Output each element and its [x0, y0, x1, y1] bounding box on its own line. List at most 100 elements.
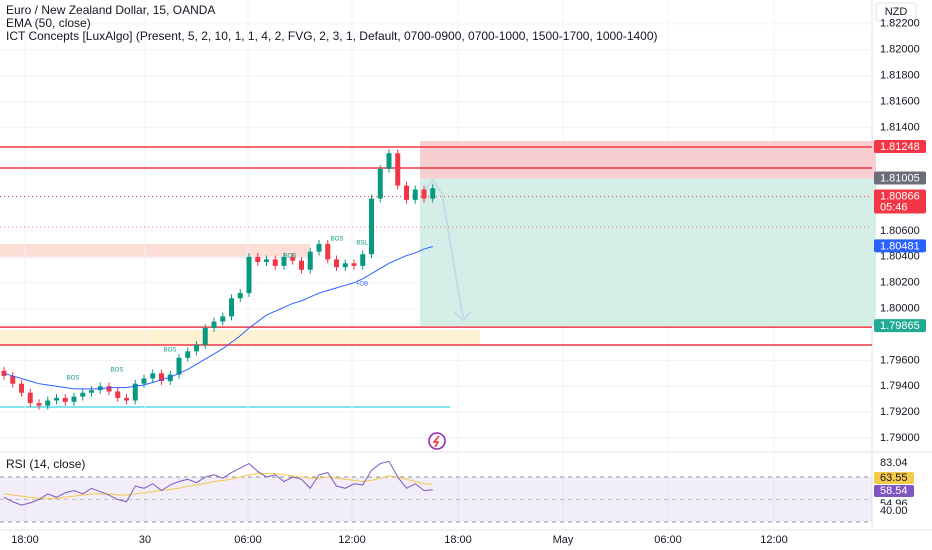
rsi-tag	[874, 472, 914, 484]
candle-body	[45, 400, 51, 406]
y-tick-label: 1.81400	[880, 121, 920, 133]
candle-body	[211, 321, 217, 329]
price-tag	[874, 239, 926, 253]
currency-label[interactable]: NZD	[885, 6, 908, 18]
candle-body	[124, 397, 129, 401]
price-tag-label: 1.79865	[880, 320, 920, 332]
y-tick-label: 1.80200	[880, 277, 920, 289]
candle-body	[316, 243, 322, 252]
y-tick-label: 1.79200	[880, 406, 920, 418]
annotation: BOS	[111, 368, 124, 374]
rsi-ma-line	[3, 473, 433, 499]
x-tick-label: 30	[139, 534, 151, 546]
candle-body	[342, 263, 348, 268]
candle-body	[351, 263, 357, 266]
lightning-bolt	[432, 435, 440, 448]
y-tick-label: 1.81600	[880, 95, 920, 107]
candle-body	[360, 254, 366, 266]
candle-body	[194, 344, 199, 352]
rsi-tag-label: 63.55	[880, 472, 908, 484]
candle-body	[404, 185, 409, 200]
rsi-line	[3, 460, 433, 506]
candle-body	[54, 397, 59, 401]
candle-body	[334, 259, 339, 268]
x-tick-label: 18:00	[444, 534, 472, 546]
fvg-zone	[0, 244, 310, 258]
candle-body	[185, 351, 191, 358]
candle-body	[27, 392, 33, 404]
annotation: +OB	[356, 282, 368, 288]
candle-body	[237, 293, 243, 299]
candle-body	[176, 357, 182, 375]
annotation: BOS	[331, 237, 344, 243]
candle-body	[307, 251, 313, 270]
y-tick-label: 1.80000	[880, 303, 920, 315]
y-tick-label: 1.82000	[880, 44, 920, 56]
price-tag	[874, 189, 926, 214]
x-tick-label: 18:00	[11, 534, 39, 546]
liquidity-zone	[0, 330, 480, 345]
candle-body	[377, 168, 383, 199]
price-tag	[874, 171, 926, 185]
y-tick-label: 1.79600	[880, 354, 920, 366]
candle-body	[132, 383, 138, 401]
candle-body	[369, 198, 374, 255]
candle-body	[255, 256, 261, 263]
candle-body	[430, 188, 436, 199]
x-tick-label: 06:00	[654, 534, 682, 546]
rsi-tag	[874, 485, 914, 497]
rsi-band	[0, 477, 872, 523]
candle-body	[281, 256, 287, 266]
price-tag-label: 1.80481	[880, 240, 920, 252]
price-tag	[874, 140, 926, 154]
symbol-title: Euro / New Zealand Dollar, 15, OANDA	[6, 3, 215, 17]
annotation: BOS	[67, 376, 80, 382]
y-tick-label: 1.82200	[880, 18, 920, 30]
candle-body	[412, 189, 418, 200]
candle-body	[290, 256, 296, 261]
rsi-tag-label: 40.00	[880, 505, 908, 517]
candle-body	[159, 373, 164, 382]
candle-body	[299, 260, 304, 270]
candle-body	[97, 386, 103, 391]
candle-body	[150, 373, 156, 379]
candle-body	[106, 386, 112, 392]
candle-body	[229, 298, 234, 317]
candle-body	[395, 153, 401, 186]
candle-body	[89, 390, 94, 393]
candle-body	[202, 328, 208, 345]
candle-body	[272, 259, 278, 266]
candle-body	[115, 391, 121, 398]
candle-body	[386, 153, 392, 169]
candle-body	[80, 392, 86, 397]
y-tick-label: 1.80400	[880, 251, 920, 263]
price-tag	[874, 319, 926, 333]
candle-body	[36, 403, 42, 406]
price-tag-label: 1.80866	[880, 190, 920, 202]
rsi-tag-label: 83.04	[880, 457, 908, 469]
x-tick-label: 06:00	[234, 534, 262, 546]
y-tick-label: 1.79400	[880, 380, 920, 392]
candle-body	[325, 243, 331, 260]
candle-body	[19, 383, 24, 393]
candle-body	[421, 189, 427, 199]
annotation: BSL	[356, 241, 368, 247]
currency-button[interactable]	[875, 2, 917, 22]
rsi-legend: RSI (14, close)	[6, 457, 85, 471]
y-tick-label: 1.81800	[880, 70, 920, 82]
annotation: BOS	[164, 348, 177, 354]
candle-body	[71, 396, 77, 402]
indicator-legend: ICT Concepts [LuxAlgo] (Present, 5, 2, 1…	[6, 29, 658, 43]
candle-body	[220, 316, 226, 322]
lightning-icon[interactable]	[428, 432, 446, 450]
y-tick-label: 1.80600	[880, 225, 920, 237]
ema-line	[3, 245, 433, 390]
x-tick-label: May	[553, 534, 574, 546]
candle-body	[62, 397, 68, 402]
y-tick-label: 1.79000	[880, 432, 920, 444]
x-tick-label: 12:00	[338, 534, 366, 546]
candle-body	[10, 375, 16, 384]
x-tick-label: 12:00	[760, 534, 788, 546]
countdown: 05:46	[880, 201, 908, 213]
